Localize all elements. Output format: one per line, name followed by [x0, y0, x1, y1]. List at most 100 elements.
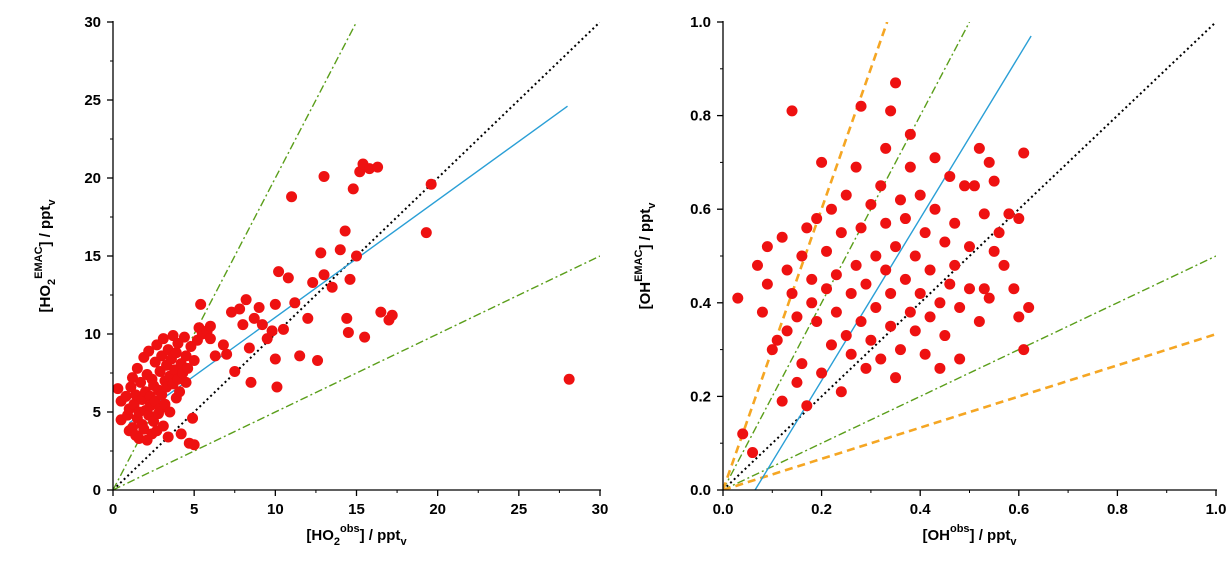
line-dashdot-2 — [113, 255, 600, 490]
data-point — [781, 325, 793, 337]
data-point — [339, 225, 351, 237]
data-point — [164, 406, 176, 418]
y-tick-label: 0.0 — [690, 482, 711, 499]
data-point — [781, 264, 793, 276]
data-point — [162, 431, 174, 443]
data-point — [237, 319, 249, 331]
data-point — [204, 333, 216, 345]
data-point — [1003, 208, 1015, 220]
data-point — [825, 203, 837, 215]
data-point — [256, 319, 268, 331]
x-tick-label: 5 — [190, 501, 198, 518]
data-point — [880, 142, 892, 154]
data-point — [880, 264, 892, 276]
data-point — [188, 355, 200, 367]
data-point — [806, 297, 818, 309]
y-tick-label: 0 — [93, 482, 101, 499]
data-point — [1023, 301, 1035, 313]
line-solid-3 — [128, 105, 568, 424]
data-point — [855, 100, 867, 112]
data-point — [904, 128, 916, 140]
data-point — [988, 245, 1000, 257]
x-tick-label: 1.0 — [1206, 501, 1227, 518]
line-dashdot-1 — [723, 22, 971, 490]
data-point — [182, 362, 194, 374]
data-point — [563, 373, 575, 385]
data-point — [860, 278, 872, 290]
data-point — [914, 189, 926, 201]
data-point — [894, 194, 906, 206]
data-point — [204, 320, 216, 332]
data-point — [229, 365, 241, 377]
data-point — [344, 273, 356, 285]
data-point — [180, 350, 192, 362]
x-axis-label-base: [HO — [306, 527, 334, 544]
data-point — [243, 342, 255, 354]
data-point — [816, 367, 828, 379]
y-tick-label: 15 — [84, 248, 101, 265]
data-point — [983, 292, 995, 304]
data-point — [964, 241, 975, 253]
data-point — [830, 306, 842, 318]
data-point — [894, 344, 906, 356]
y-axis-label: [HO2EMAC] / pptv — [33, 199, 58, 313]
data-point — [326, 281, 338, 293]
data-point — [187, 412, 199, 424]
data-point — [825, 339, 837, 351]
data-point — [821, 283, 833, 295]
data-point — [273, 266, 285, 278]
data-point — [217, 339, 229, 351]
data-point — [919, 348, 931, 360]
data-point — [875, 353, 887, 365]
y-tick-label: 0.4 — [690, 295, 712, 312]
data-point — [420, 227, 432, 239]
oh-comparison-panel: 0.0 0.2 0.4 0.6 0.8 1.00.00.20.40.60.81.0[OHo… — [633, 14, 1226, 548]
x-axis-label-tail: ] / ppt — [970, 527, 1011, 544]
data-point — [341, 312, 353, 324]
data-point — [312, 355, 324, 367]
data-point — [334, 244, 346, 256]
scatter-points — [732, 77, 1035, 459]
data-point — [425, 178, 437, 190]
data-point — [178, 331, 190, 343]
x-axis-label: [OHobs] / pptv — [922, 523, 1017, 548]
data-point — [944, 170, 956, 182]
x-axis-label-unit-sub: v — [400, 536, 407, 548]
y-tick-label: 0.8 — [690, 108, 711, 125]
data-point — [973, 316, 985, 328]
data-point — [294, 350, 306, 362]
data-point — [180, 376, 192, 388]
y-tick-label: 25 — [84, 92, 101, 109]
data-point — [840, 189, 852, 201]
data-point — [791, 376, 803, 388]
data-point — [998, 259, 1010, 271]
data-point — [175, 428, 187, 440]
data-point — [342, 326, 354, 338]
y-axis-label: [OHEMAC] / pptv — [633, 202, 658, 310]
data-point — [752, 259, 764, 271]
data-point — [870, 250, 882, 262]
data-point — [786, 105, 798, 117]
data-point — [816, 156, 828, 168]
x-axis-label-sup: obs — [340, 523, 360, 535]
x-axis-label: [HO2obs] / pptv — [306, 523, 407, 548]
data-point — [796, 358, 808, 370]
x-tick-label: 15 — [348, 501, 365, 518]
x-axis-label-sub: 2 — [334, 536, 340, 548]
data-point — [899, 213, 911, 225]
y-axis-label-base: [OH — [637, 282, 654, 310]
data-point — [786, 287, 798, 299]
data-point — [885, 320, 897, 332]
data-point — [830, 269, 842, 281]
data-point — [949, 259, 961, 271]
data-point — [978, 283, 990, 295]
data-point — [359, 331, 371, 343]
data-point — [811, 213, 823, 225]
data-point — [188, 439, 200, 451]
data-point — [157, 333, 169, 345]
data-point — [865, 334, 877, 346]
x-tick-label: 20 — [429, 501, 446, 518]
data-point — [929, 203, 941, 215]
